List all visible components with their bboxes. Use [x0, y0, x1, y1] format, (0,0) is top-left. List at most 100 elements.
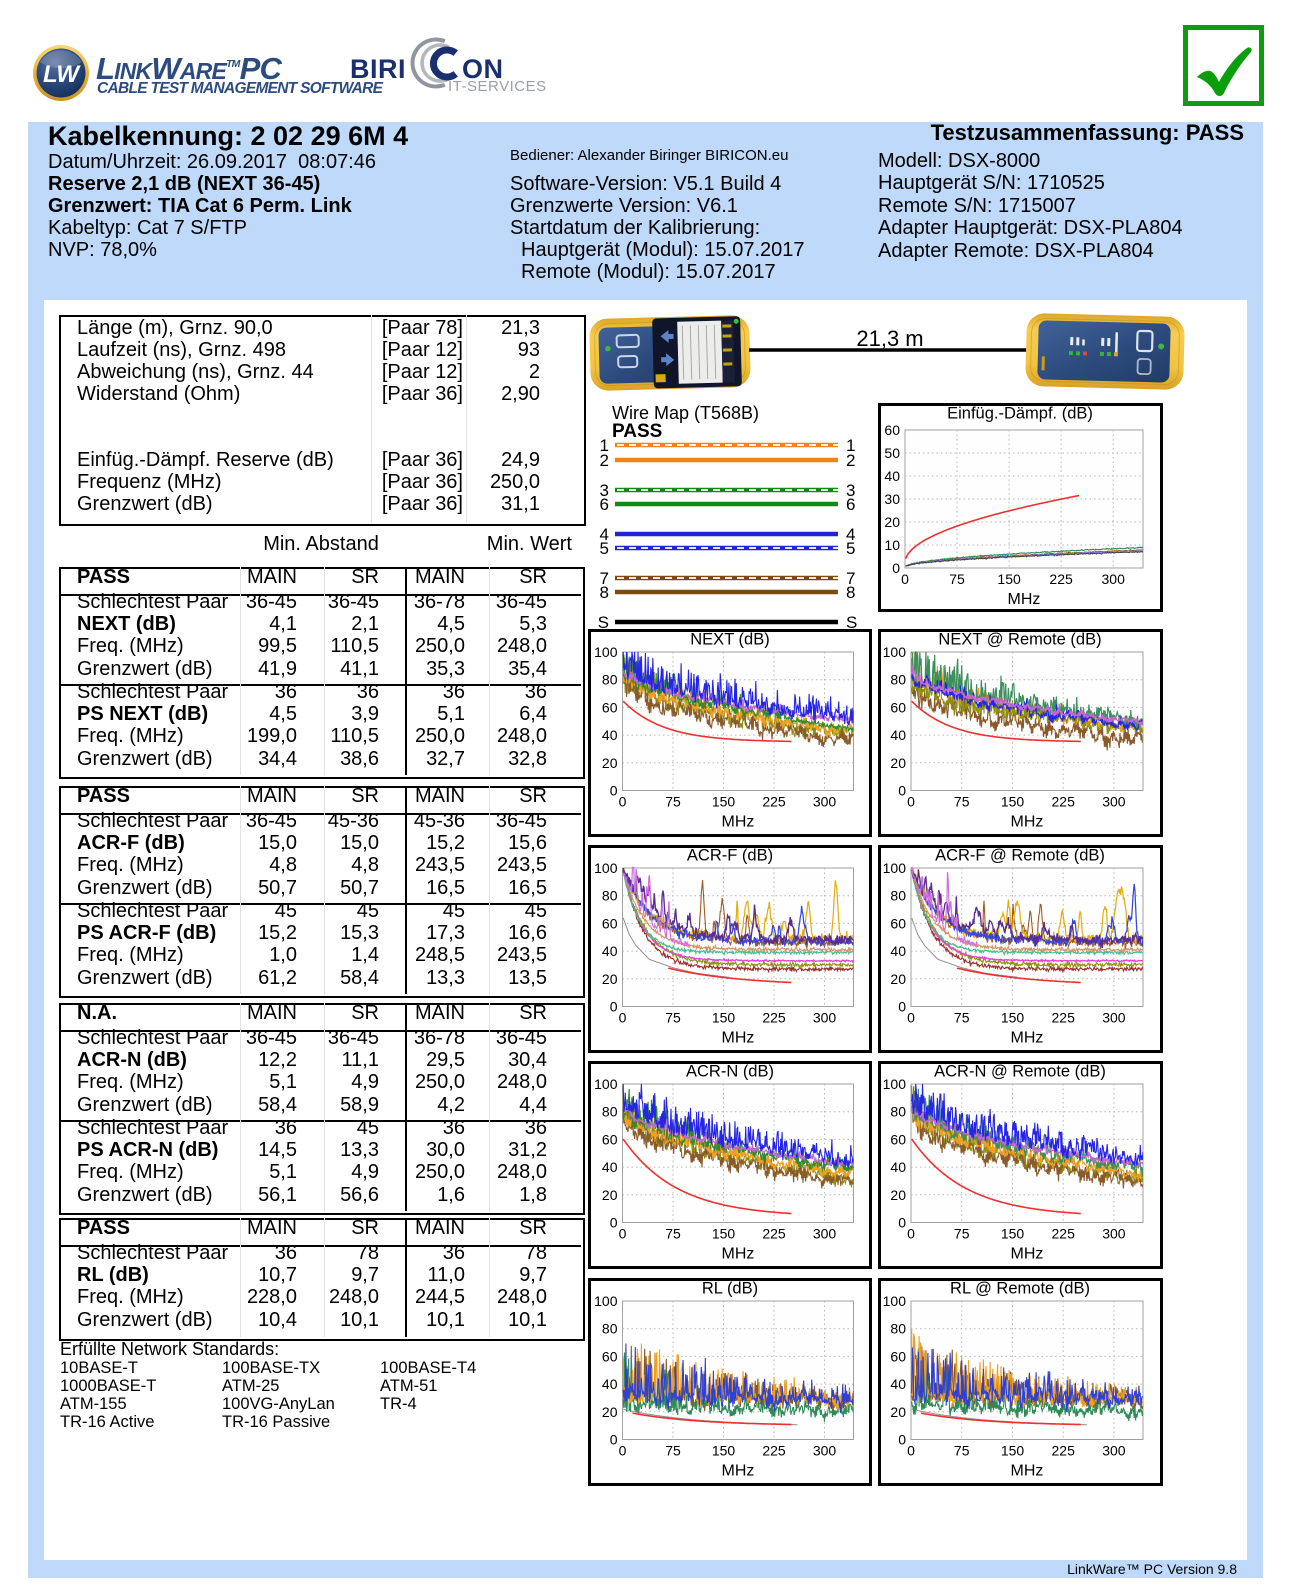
svg-text:100: 100	[594, 860, 618, 876]
svg-text:150: 150	[1001, 1443, 1025, 1459]
svg-text:150: 150	[712, 794, 736, 810]
svg-text:LINKWARETMPC: LINKWARETMPC	[96, 51, 282, 86]
svg-text:20: 20	[890, 1187, 906, 1203]
svg-text:IT-SERVICES: IT-SERVICES	[448, 78, 547, 95]
svg-text:NEXT @ Remote (dB): NEXT @ Remote (dB)	[938, 631, 1101, 649]
svg-text:75: 75	[954, 794, 970, 810]
svg-text:0: 0	[610, 783, 618, 799]
svg-text:MHz: MHz	[722, 1463, 755, 1480]
svg-text:225: 225	[1052, 1010, 1076, 1026]
svg-text:0: 0	[907, 1443, 915, 1459]
svg-text:100: 100	[883, 860, 907, 876]
svg-text:100: 100	[594, 1076, 618, 1092]
svg-text:75: 75	[954, 1443, 970, 1459]
svg-text:MHz: MHz	[1008, 591, 1041, 608]
svg-text:40: 40	[890, 1159, 906, 1175]
svg-text:75: 75	[665, 1010, 681, 1026]
svg-text:0: 0	[898, 1432, 906, 1448]
svg-text:80: 80	[890, 672, 906, 688]
svg-text:225: 225	[762, 1010, 786, 1026]
svg-text:40: 40	[890, 727, 906, 743]
svg-text:40: 40	[890, 943, 906, 959]
svg-text:CABLE TEST MANAGEMENT SOFTWARE: CABLE TEST MANAGEMENT SOFTWARE	[97, 80, 384, 97]
svg-text:225: 225	[1052, 1226, 1076, 1242]
svg-text:75: 75	[665, 1443, 681, 1459]
svg-text:80: 80	[890, 888, 906, 904]
svg-text:150: 150	[712, 1010, 736, 1026]
svg-text:0: 0	[901, 571, 909, 587]
svg-text:MHz: MHz	[1011, 1246, 1044, 1263]
svg-text:100: 100	[883, 1076, 907, 1092]
svg-text:300: 300	[813, 794, 837, 810]
svg-text:0: 0	[907, 794, 915, 810]
svg-text:75: 75	[954, 1226, 970, 1242]
svg-text:MHz: MHz	[1011, 814, 1044, 831]
svg-text:0: 0	[907, 1226, 915, 1242]
svg-text:60: 60	[890, 1348, 906, 1364]
svg-text:60: 60	[890, 915, 906, 931]
svg-text:225: 225	[762, 794, 786, 810]
svg-text:BIRI: BIRI	[350, 54, 406, 84]
svg-text:40: 40	[602, 727, 618, 743]
svg-text:RL (dB): RL (dB)	[702, 1280, 758, 1298]
svg-text:80: 80	[602, 672, 618, 688]
svg-text:225: 225	[762, 1443, 786, 1459]
svg-text:100: 100	[883, 1293, 907, 1309]
svg-text:40: 40	[602, 1159, 618, 1175]
svg-text:300: 300	[813, 1010, 837, 1026]
svg-text:Einfüg.-Dämpf. (dB): Einfüg.-Dämpf. (dB)	[947, 405, 1093, 423]
svg-text:0: 0	[619, 1443, 627, 1459]
svg-text:75: 75	[954, 1010, 970, 1026]
svg-text:20: 20	[890, 755, 906, 771]
svg-text:80: 80	[602, 1321, 618, 1337]
svg-text:20: 20	[890, 1404, 906, 1420]
svg-text:0: 0	[619, 1226, 627, 1242]
svg-text:150: 150	[1001, 1010, 1025, 1026]
svg-text:40: 40	[602, 1376, 618, 1392]
svg-text:60: 60	[890, 1131, 906, 1147]
svg-text:300: 300	[1102, 1443, 1126, 1459]
svg-text:0: 0	[898, 1215, 906, 1231]
svg-text:30: 30	[884, 491, 900, 507]
svg-text:40: 40	[884, 468, 900, 484]
svg-text:150: 150	[1001, 1226, 1025, 1242]
svg-text:80: 80	[890, 1104, 906, 1120]
svg-text:ON: ON	[462, 54, 504, 84]
svg-text:NEXT (dB): NEXT (dB)	[690, 631, 769, 649]
svg-text:MHz: MHz	[722, 814, 755, 831]
svg-text:40: 40	[602, 943, 618, 959]
svg-text:300: 300	[1102, 1226, 1126, 1242]
svg-text:ACR-F (dB): ACR-F (dB)	[687, 847, 773, 865]
svg-text:300: 300	[1102, 571, 1126, 587]
svg-text:MHz: MHz	[722, 1030, 755, 1047]
svg-text:20: 20	[602, 755, 618, 771]
svg-text:0: 0	[610, 1215, 618, 1231]
svg-text:10: 10	[884, 537, 900, 553]
svg-text:0: 0	[610, 999, 618, 1015]
svg-text:225: 225	[1052, 1443, 1076, 1459]
svg-text:RL @ Remote (dB): RL @ Remote (dB)	[950, 1280, 1090, 1298]
svg-text:20: 20	[602, 1187, 618, 1203]
svg-text:0: 0	[619, 794, 627, 810]
svg-text:300: 300	[1102, 794, 1126, 810]
svg-text:100: 100	[594, 644, 618, 660]
svg-text:100: 100	[883, 644, 907, 660]
svg-text:75: 75	[949, 571, 965, 587]
svg-text:0: 0	[610, 1432, 618, 1448]
svg-text:ACR-N @ Remote (dB): ACR-N @ Remote (dB)	[934, 1063, 1106, 1081]
svg-text:20: 20	[884, 514, 900, 530]
svg-text:LW: LW	[43, 61, 81, 88]
svg-text:40: 40	[890, 1376, 906, 1392]
svg-text:MHz: MHz	[1011, 1030, 1044, 1047]
svg-text:150: 150	[1001, 794, 1025, 810]
svg-text:60: 60	[602, 1131, 618, 1147]
svg-text:60: 60	[602, 1348, 618, 1364]
svg-text:300: 300	[813, 1226, 837, 1242]
svg-text:225: 225	[762, 1226, 786, 1242]
svg-text:80: 80	[602, 888, 618, 904]
svg-text:20: 20	[602, 971, 618, 987]
svg-text:20: 20	[602, 1404, 618, 1420]
svg-text:80: 80	[602, 1104, 618, 1120]
svg-text:225: 225	[1052, 794, 1076, 810]
svg-text:150: 150	[712, 1443, 736, 1459]
